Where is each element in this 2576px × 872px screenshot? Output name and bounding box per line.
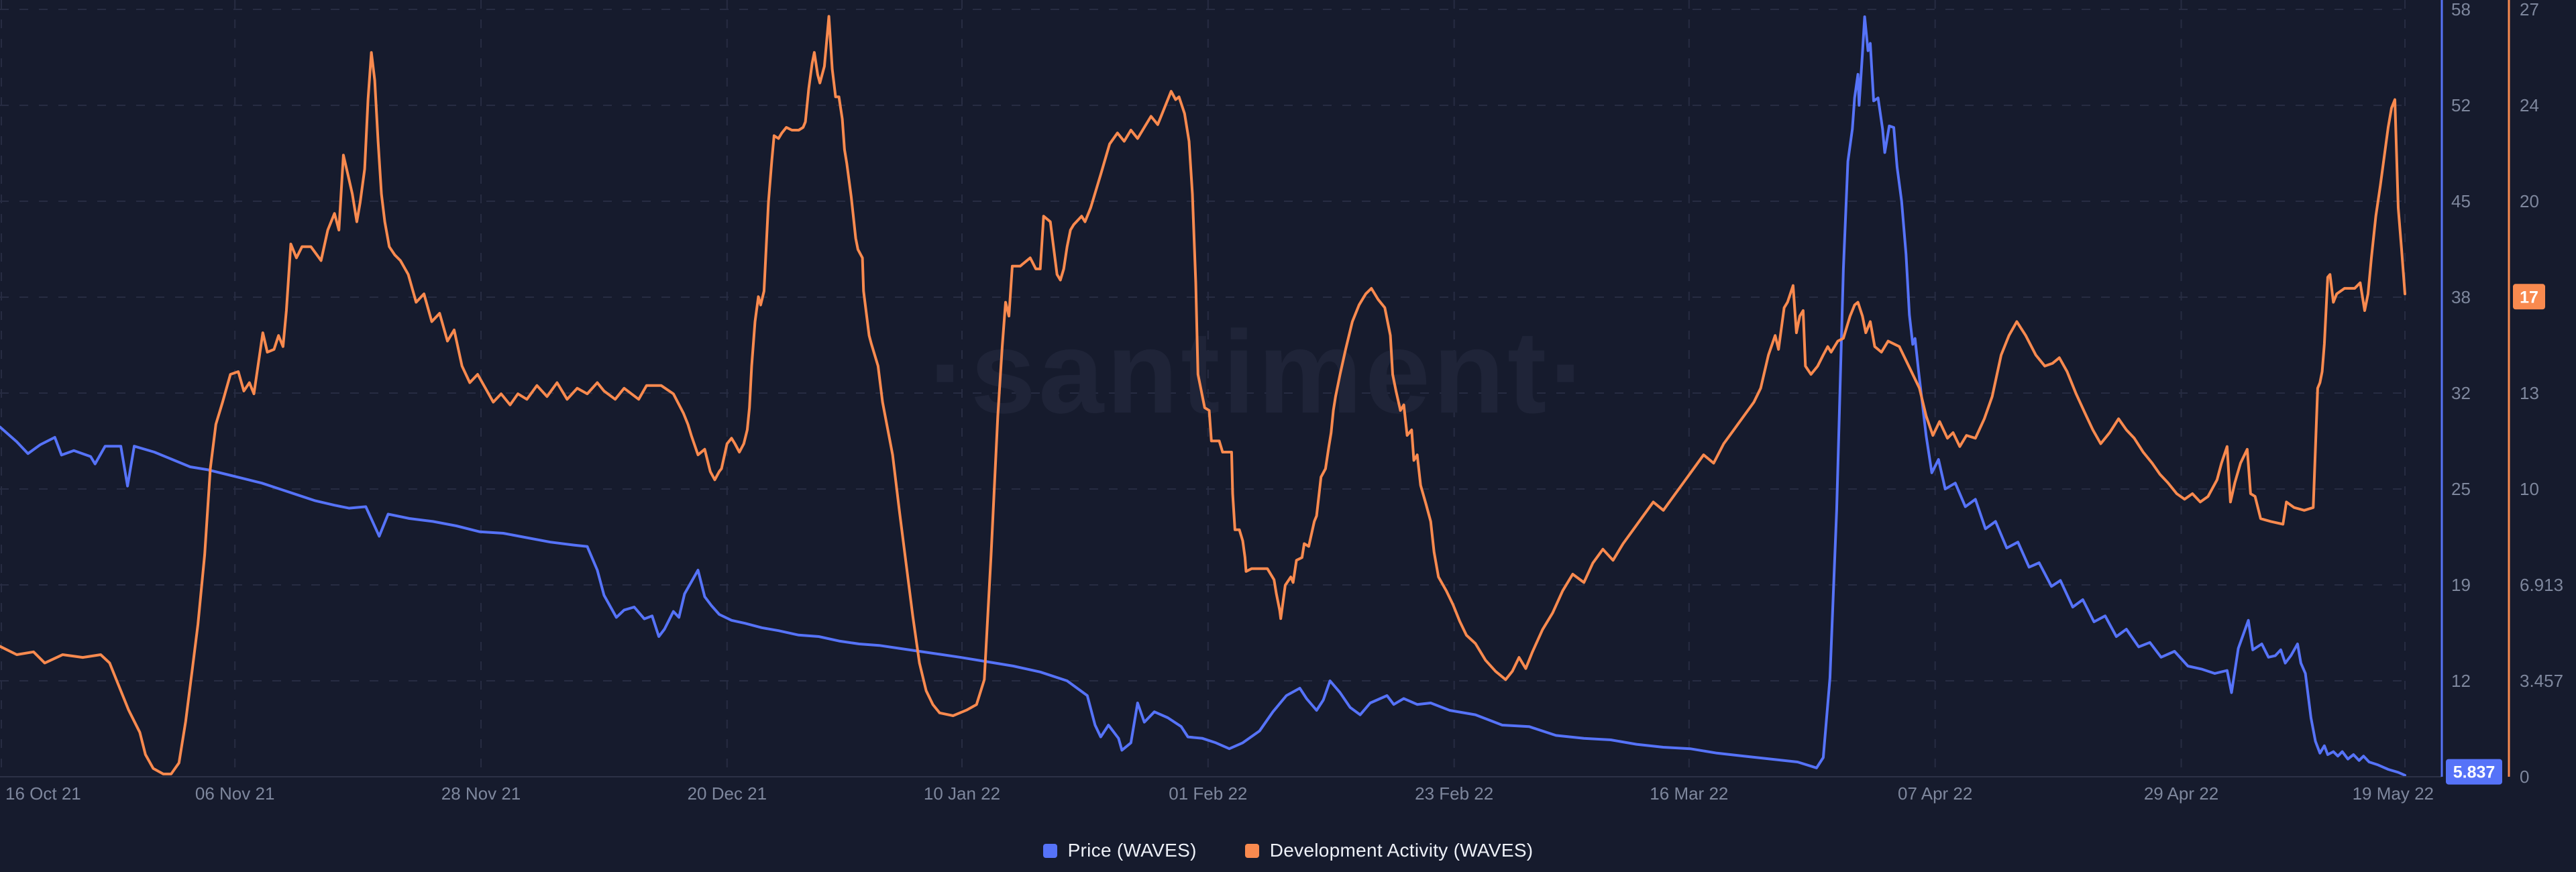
- price-current-value-badge-bg: [2446, 759, 2502, 785]
- x-axis-date-label: 16 Mar 22: [1650, 783, 1728, 804]
- dev-axis-tick-label: 10: [2520, 479, 2539, 499]
- price-axis-tick-label: 58: [2451, 0, 2471, 19]
- dev-current-value-badge-bg: [2513, 284, 2545, 310]
- dev-axis-tick-label: 0: [2520, 767, 2529, 787]
- price-axis-tick-label: 25: [2451, 479, 2471, 499]
- x-axis-date-label: 28 Nov 21: [441, 783, 521, 804]
- x-axis-date-label: 16 Oct 21: [5, 783, 81, 804]
- price-axis-tick-label: 32: [2451, 383, 2471, 403]
- price-line-series[interactable]: [0, 15, 2406, 777]
- dev-axis-tick-label: 20: [2520, 191, 2539, 211]
- price-axis-tick-label: 52: [2451, 95, 2471, 115]
- santiment-watermark: ·santiment·: [928, 307, 1591, 438]
- x-axis-date-label: 19 May 22: [2353, 783, 2434, 804]
- x-axis-date-label: 10 Jan 22: [924, 783, 1000, 804]
- price-axis-tick-label: 45: [2451, 191, 2471, 211]
- dev-axis-tick-label: 24: [2520, 95, 2539, 115]
- dev-axis-tick-label: 3.457: [2520, 671, 2563, 691]
- x-axis-date-label: 29 Apr 22: [2144, 783, 2218, 804]
- x-axis-date-label: 23 Feb 22: [1415, 783, 1493, 804]
- price-current-value-badge: 5.837: [2453, 763, 2496, 782]
- dev-axis-tick-label: 13: [2520, 383, 2539, 403]
- x-axis-date-label: 20 Dec 21: [688, 783, 767, 804]
- price-axis-tick-label: 12: [2451, 671, 2471, 691]
- price-axis-tick-label: 19: [2451, 575, 2471, 595]
- dev-activity-line-series[interactable]: [0, 15, 2406, 775]
- price-axis-tick-label: 38: [2451, 287, 2471, 307]
- x-axis-date-label: 06 Nov 21: [195, 783, 275, 804]
- x-axis-date-label: 01 Feb 22: [1169, 783, 1247, 804]
- dev-axis-tick-label: 6.913: [2520, 575, 2563, 595]
- dev-axis-tick-label: 27: [2520, 0, 2539, 19]
- x-axis-date-label: 07 Apr 22: [1898, 783, 1972, 804]
- dev-current-value-badge: 17: [2520, 288, 2538, 307]
